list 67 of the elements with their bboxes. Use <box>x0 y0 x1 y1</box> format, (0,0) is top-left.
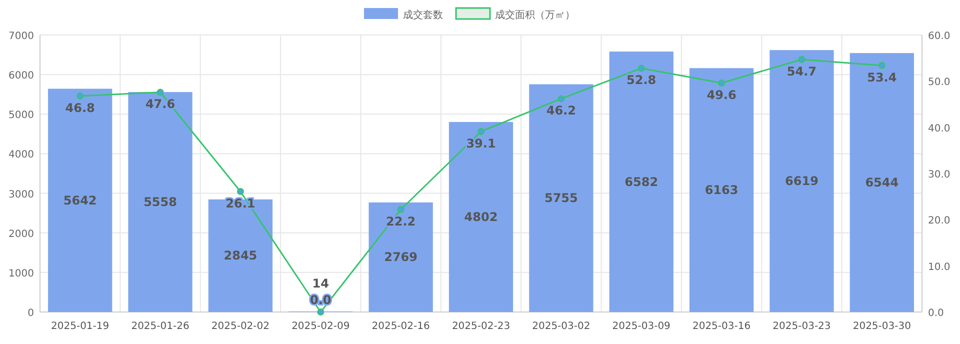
x-tick-label: 2025-02-16 <box>372 321 430 332</box>
x-tick-label: 2025-02-02 <box>211 321 270 332</box>
y2-tick-label: 10.0 <box>928 262 950 273</box>
bar <box>448 122 514 312</box>
data-label: 6619 <box>785 174 818 188</box>
legend-label: 成交套数 <box>403 9 443 21</box>
bar <box>48 88 112 312</box>
data-label: 6582 <box>624 174 658 189</box>
legend-label: 成交面积（万㎡） <box>495 9 575 21</box>
data-label: 54.7 <box>786 64 817 78</box>
point <box>76 92 84 100</box>
x-tick-label: 2025-01-26 <box>131 321 190 332</box>
y-tick-label: 1000 <box>8 268 34 280</box>
data-label: 14 <box>312 276 329 290</box>
point <box>878 62 886 69</box>
data-label: 53.4 <box>867 70 897 84</box>
bar <box>208 199 273 312</box>
data-label: 4802 <box>464 210 498 224</box>
bar <box>689 68 754 312</box>
y2-tick-label: 40.0 <box>928 123 950 134</box>
point <box>478 128 484 135</box>
y-tick-label: 7000 <box>8 31 34 42</box>
data-label: 2845 <box>224 248 258 263</box>
x-tick-label: 2025-01-19 <box>51 321 110 332</box>
point <box>236 188 244 196</box>
x-tick-label: 2025-03-09 <box>612 321 670 332</box>
bar <box>609 52 674 312</box>
x-tick-label: 2025-03-30 <box>852 321 911 332</box>
bar <box>850 53 914 312</box>
point <box>718 80 726 87</box>
data-label: 2769 <box>384 250 418 264</box>
y-tick-label: 4000 <box>8 150 34 161</box>
bar <box>368 202 433 312</box>
data-label: 5755 <box>544 191 578 206</box>
data-label: 46.2 <box>546 104 576 118</box>
data-label: 49.6 <box>706 88 736 102</box>
data-label: 6544 <box>865 176 899 190</box>
bar <box>770 50 834 312</box>
data-label: 6163 <box>704 183 738 198</box>
y-tick-label: 3000 <box>8 189 34 200</box>
data-label: 5558 <box>144 195 177 210</box>
y2-tick-label: 50.0 <box>928 77 950 88</box>
y2-tick-label: 0.0 <box>928 308 944 319</box>
x-tick-label: 2025-03-02 <box>532 321 590 332</box>
y2-tick-label: 60.0 <box>928 31 950 42</box>
point <box>317 308 324 316</box>
point <box>798 56 806 63</box>
x-tick-label: 2025-02-09 <box>292 321 350 332</box>
point <box>638 64 645 72</box>
y-tick-label: 6000 <box>8 70 34 82</box>
point <box>397 206 404 214</box>
data-label: 52.8 <box>626 73 656 88</box>
x-tick-label: 2025-03-23 <box>772 321 831 332</box>
y-tick-label: 0 <box>28 308 34 319</box>
data-label: 39.1 <box>466 136 496 150</box>
y2-tick-label: 30.0 <box>928 170 950 180</box>
data-label: 5642 <box>63 193 97 208</box>
x-tick-label: 2025-03-16 <box>692 321 751 332</box>
y2-tick-label: 20.0 <box>928 216 950 227</box>
x-tick-label: 2025-02-23 <box>452 321 510 332</box>
point <box>558 95 565 102</box>
bar <box>128 92 192 312</box>
point <box>156 88 164 96</box>
bar <box>529 84 594 312</box>
y-tick-label: 5000 <box>8 110 34 122</box>
y-tick-label: 2000 <box>8 228 34 240</box>
data-label: 46.8 <box>65 100 95 115</box>
